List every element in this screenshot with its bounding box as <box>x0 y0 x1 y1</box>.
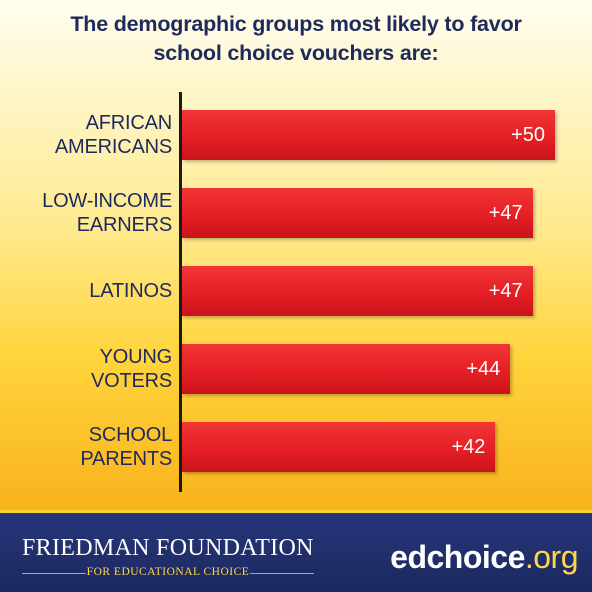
y-axis-line <box>179 92 182 492</box>
bar <box>182 188 533 238</box>
bar <box>182 266 533 316</box>
bar <box>182 422 496 472</box>
bar-value-label: +50 <box>511 124 546 146</box>
category-label: LATINOS <box>89 280 172 302</box>
foundation-subtitle: FOR EDUCATIONAL CHOICE <box>22 566 314 578</box>
chart-title-line-1: The demographic groups most likely to fa… <box>70 12 522 36</box>
bar-value-label: +42 <box>451 436 486 458</box>
category-label: AFRICAN AMERICANS <box>54 112 172 158</box>
category-label: YOUNG VOTERS <box>90 346 172 392</box>
bar-value-label: +44 <box>466 358 501 380</box>
bar <box>182 110 556 160</box>
website-link[interactable]: edchoice.org <box>390 539 578 576</box>
website-main: edchoice <box>390 539 525 575</box>
bar-value-label: +47 <box>488 280 523 302</box>
chart-title: The demographic groups most likely to fa… <box>0 10 592 68</box>
category-label: SCHOOL PARENTS <box>80 424 172 470</box>
category-label: LOW-INCOME EARNERS <box>42 190 172 236</box>
footer-banner: FRIEDMAN FOUNDATION FOR EDUCATIONAL CHOI… <box>0 510 592 592</box>
foundation-name: FRIEDMAN FOUNDATION <box>22 535 314 561</box>
chart-panel: The demographic groups most likely to fa… <box>0 0 592 510</box>
chart-title-line-2: school choice vouchers are: <box>153 41 439 65</box>
bar-value-label: +47 <box>488 202 523 224</box>
bar <box>182 344 511 394</box>
website-tld: .org <box>524 539 579 575</box>
